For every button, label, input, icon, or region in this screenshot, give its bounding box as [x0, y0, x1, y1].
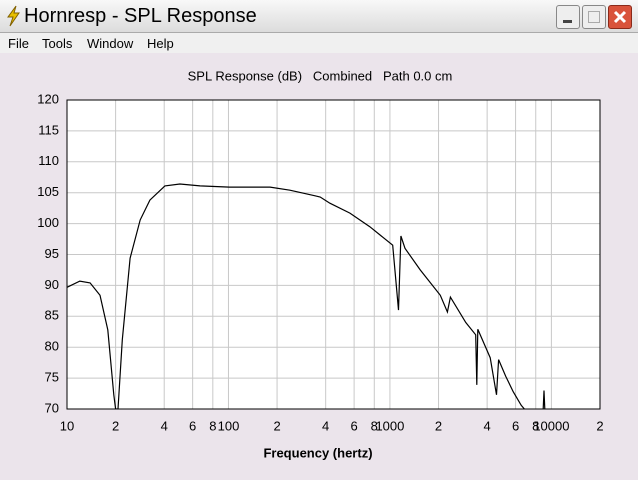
x-tick-label: 10000: [533, 418, 569, 433]
x-tick-label: 1000: [375, 418, 404, 433]
minimize-button[interactable]: [556, 5, 580, 29]
window-title: Hornresp - SPL Response: [24, 5, 257, 27]
data-line: [67, 183, 546, 409]
x-tick-label: 8: [209, 418, 216, 433]
y-tick-label: 75: [45, 370, 59, 385]
x-tick-label: 2: [112, 418, 119, 433]
title-bar: Hornresp - SPL Response: [0, 0, 638, 33]
x-tick-label: 8: [532, 418, 539, 433]
menu-item[interactable]: Window: [87, 36, 134, 51]
y-tick-label: 90: [45, 277, 59, 292]
app-icon: [7, 5, 20, 27]
menu-item[interactable]: Help: [147, 36, 174, 51]
x-tick-label: 4: [322, 418, 329, 433]
y-tick-label: 95: [45, 246, 59, 261]
y-tick-label: 85: [45, 308, 59, 323]
x-tick-label: 2: [273, 418, 280, 433]
plot-frame: [66, 99, 601, 410]
x-tick-label: 6: [512, 418, 519, 433]
y-tick-label: 115: [38, 122, 59, 137]
x-tick-label: 100: [218, 418, 240, 433]
y-tick-label: 105: [37, 184, 59, 199]
x-tick-label: 10: [60, 418, 74, 433]
chart-title: SPL Response (dB) Combined Path 0.0 cm: [188, 68, 453, 83]
x-tick-label: 2: [435, 418, 442, 433]
x-axis-label: Frequency (hertz): [263, 445, 372, 460]
x-tick-label: 4: [484, 418, 491, 433]
menu-item[interactable]: File: [8, 36, 29, 51]
x-tick-label: 6: [350, 418, 357, 433]
menu-item[interactable]: Tools: [42, 36, 73, 51]
x-tick-label: 4: [161, 418, 168, 433]
y-tick-label: 70: [45, 400, 59, 415]
y-tick-label: 110: [38, 153, 59, 168]
x-tick-label: 8: [371, 418, 378, 433]
y-tick-label: 80: [45, 339, 59, 354]
close-button[interactable]: [608, 5, 632, 29]
menu-bar: File Tools Window Help: [0, 33, 638, 53]
x-tick-label: 2: [596, 418, 603, 433]
y-tick-label: 120: [37, 91, 59, 106]
y-tick-label: 100: [37, 215, 59, 230]
maximize-button[interactable]: [582, 5, 606, 29]
x-tick-label: 6: [189, 418, 196, 433]
